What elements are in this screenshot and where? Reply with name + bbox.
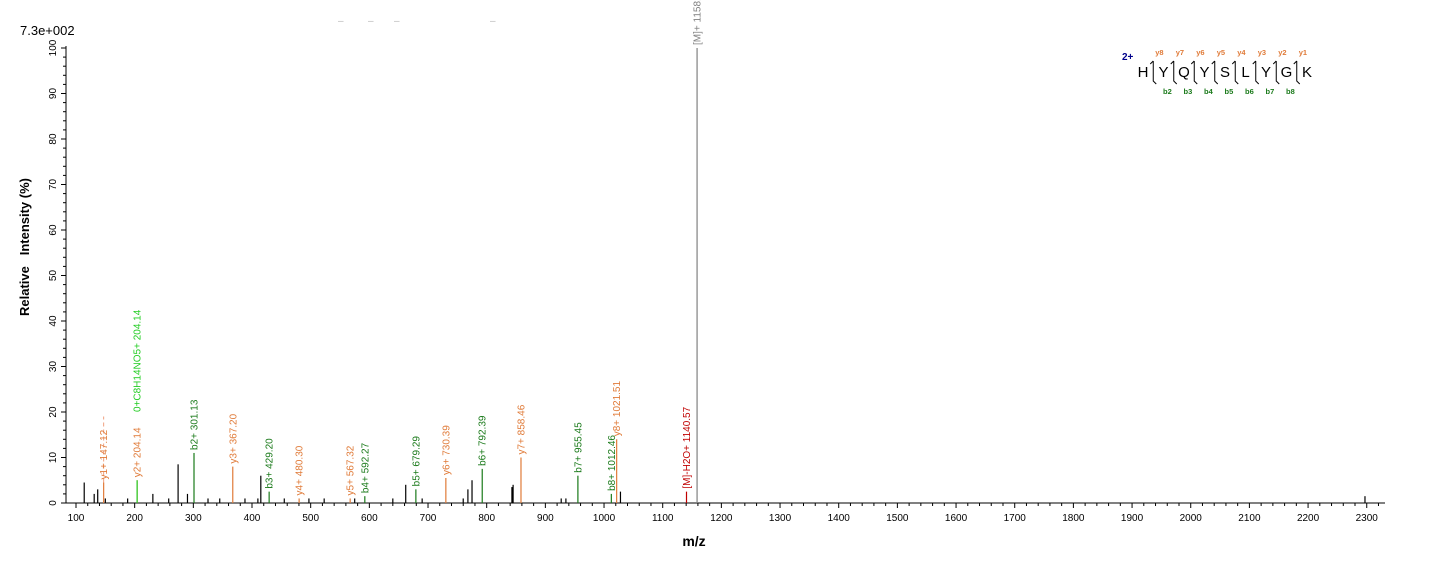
x-tick-label: 1400 xyxy=(828,513,851,524)
sequence-residue: K xyxy=(1302,64,1312,81)
y-ion-label: y5 xyxy=(1217,48,1225,57)
y-ion-label: y3 xyxy=(1258,48,1266,57)
y-tick-label: 60 xyxy=(48,224,59,236)
top-dash: – xyxy=(338,16,344,27)
x-tick-label: 800 xyxy=(478,513,495,524)
top-dash: – xyxy=(490,16,496,27)
x-tick-label: 1600 xyxy=(945,513,968,524)
y-ion-label: y2 xyxy=(1278,48,1286,57)
b-ion-label: b8 xyxy=(1286,87,1295,96)
sequence-residue: H xyxy=(1138,64,1149,81)
y-tick-label: 30 xyxy=(48,361,59,373)
b-ion-label: b6 xyxy=(1245,87,1254,96)
top-dash: – xyxy=(368,16,374,27)
b-ion-label: b7 xyxy=(1265,87,1274,96)
peak-label: b8+ 1012.46 xyxy=(607,435,618,491)
top-dash: – xyxy=(394,16,400,27)
sequence-residue: Q xyxy=(1178,64,1190,81)
cleavage-mark xyxy=(1231,60,1239,85)
peak-label: b4+ 592.27 xyxy=(360,442,371,493)
x-tick-label: 2100 xyxy=(1238,513,1261,524)
y-ion-label: y1 xyxy=(1299,48,1307,57)
peak-label: y4+ 480.30 xyxy=(295,445,306,495)
x-tick-label: 700 xyxy=(420,513,437,524)
peak-label: b2+ 301.13 xyxy=(190,399,201,450)
cleavage-mark xyxy=(1293,60,1301,85)
chart-axes: 100 200 300 400 500 600 700 800 900 1000 1100 1200 1… xyxy=(48,39,1385,524)
peak-label: [M]-H2O+ 1140.57 xyxy=(682,406,693,488)
peak-label: 0+C8H14NO5+ 204.14 xyxy=(133,309,144,412)
x-tick-label: 500 xyxy=(302,513,319,524)
peak-label: b5+ 679.29 xyxy=(411,436,422,487)
cleavage-mark xyxy=(1190,60,1198,85)
x-tick-label: 2300 xyxy=(1356,513,1379,524)
peak-label: b3+ 429.20 xyxy=(265,438,276,489)
peak-label: [M]+ 1158.58 xyxy=(693,0,704,45)
x-tick-label: 1500 xyxy=(886,513,909,524)
y-tick-label: 0 xyxy=(48,500,59,506)
x-tick-label: 1000 xyxy=(593,513,616,524)
x-tick-label: 2200 xyxy=(1297,513,1320,524)
cleavage-mark xyxy=(1149,60,1157,85)
peak-label: y2+ 204.14 xyxy=(133,427,144,477)
top-dashes: – – – – xyxy=(338,16,496,27)
b-ion-label: b5 xyxy=(1224,87,1233,96)
y-tick-label: 50 xyxy=(48,270,59,282)
x-axis-label: m/z xyxy=(682,533,705,549)
peak-label: y1+ 147.12 xyxy=(99,429,110,479)
peak-label: y8+ 1021.51 xyxy=(612,381,623,437)
x-tick-label: 900 xyxy=(537,513,554,524)
sequence-residue: Y xyxy=(1199,64,1209,81)
x-tick-label: 400 xyxy=(244,513,261,524)
x-tick-label: 200 xyxy=(126,513,143,524)
x-tick-label: 1900 xyxy=(1121,513,1144,524)
b-ion-label: b3 xyxy=(1183,87,1192,96)
sequence-residue: G xyxy=(1281,64,1293,81)
y-tick-label: 90 xyxy=(48,88,59,100)
peak-label: b7+ 955.45 xyxy=(573,422,584,473)
y-ion-label: y4 xyxy=(1237,48,1246,57)
cleavage-mark xyxy=(1252,60,1260,85)
peak-label: y6+ 730.39 xyxy=(441,425,452,475)
peak-label: y5+ 567.32 xyxy=(346,445,357,495)
max-intensity-label: 7.3e+002 xyxy=(20,23,75,38)
y-tick-label: 100 xyxy=(48,39,59,56)
x-tick-label: 2000 xyxy=(1180,513,1203,524)
y-tick-label: 80 xyxy=(48,133,59,145)
sequence-residue: Y xyxy=(1158,64,1168,81)
x-tick-label: 1100 xyxy=(652,513,674,524)
y-ion-label: y7 xyxy=(1176,48,1184,57)
b-ion-label: b2 xyxy=(1163,87,1172,96)
x-tick-label: 1200 xyxy=(710,513,733,524)
x-tick-label: 1300 xyxy=(769,513,792,524)
y-tick-label: 10 xyxy=(48,452,59,464)
sequence-residue: L xyxy=(1241,64,1249,81)
peak-label: y3+ 367.20 xyxy=(228,413,239,463)
sequence-residue: S xyxy=(1220,64,1230,81)
x-tick-label: 1700 xyxy=(1004,513,1027,524)
x-tick-label: 100 xyxy=(68,513,85,524)
y-ion-label: y6 xyxy=(1196,48,1204,57)
charge-label: 2+ xyxy=(1122,52,1134,63)
x-tick-label: 1800 xyxy=(1062,513,1085,524)
unannotated-peaks xyxy=(83,464,1366,503)
cleavage-mark xyxy=(1211,60,1219,85)
y-tick-label: 70 xyxy=(48,179,59,191)
y-axis-label: Relative Intensity (%) xyxy=(17,178,32,316)
b-ion-label: b4 xyxy=(1204,87,1214,96)
cleavage-mark xyxy=(1272,60,1280,85)
peak-labels: y1+ 147.12 y2+ 204.14 0+C8H14NO5+ 204.14 b2… xyxy=(99,0,703,495)
y-ion-label: y8 xyxy=(1155,48,1163,57)
y-tick-label: 40 xyxy=(48,315,59,327)
peak-label: b6+ 792.39 xyxy=(478,415,489,466)
annotated-peaks xyxy=(103,48,698,503)
y-tick-label: 20 xyxy=(48,406,59,418)
x-tick-label: 300 xyxy=(185,513,202,524)
peak-label: y7+ 858.46 xyxy=(516,404,527,454)
x-tick-label: 600 xyxy=(361,513,378,524)
cleavage-mark xyxy=(1170,60,1178,85)
sequence-residue: Y xyxy=(1261,64,1271,81)
